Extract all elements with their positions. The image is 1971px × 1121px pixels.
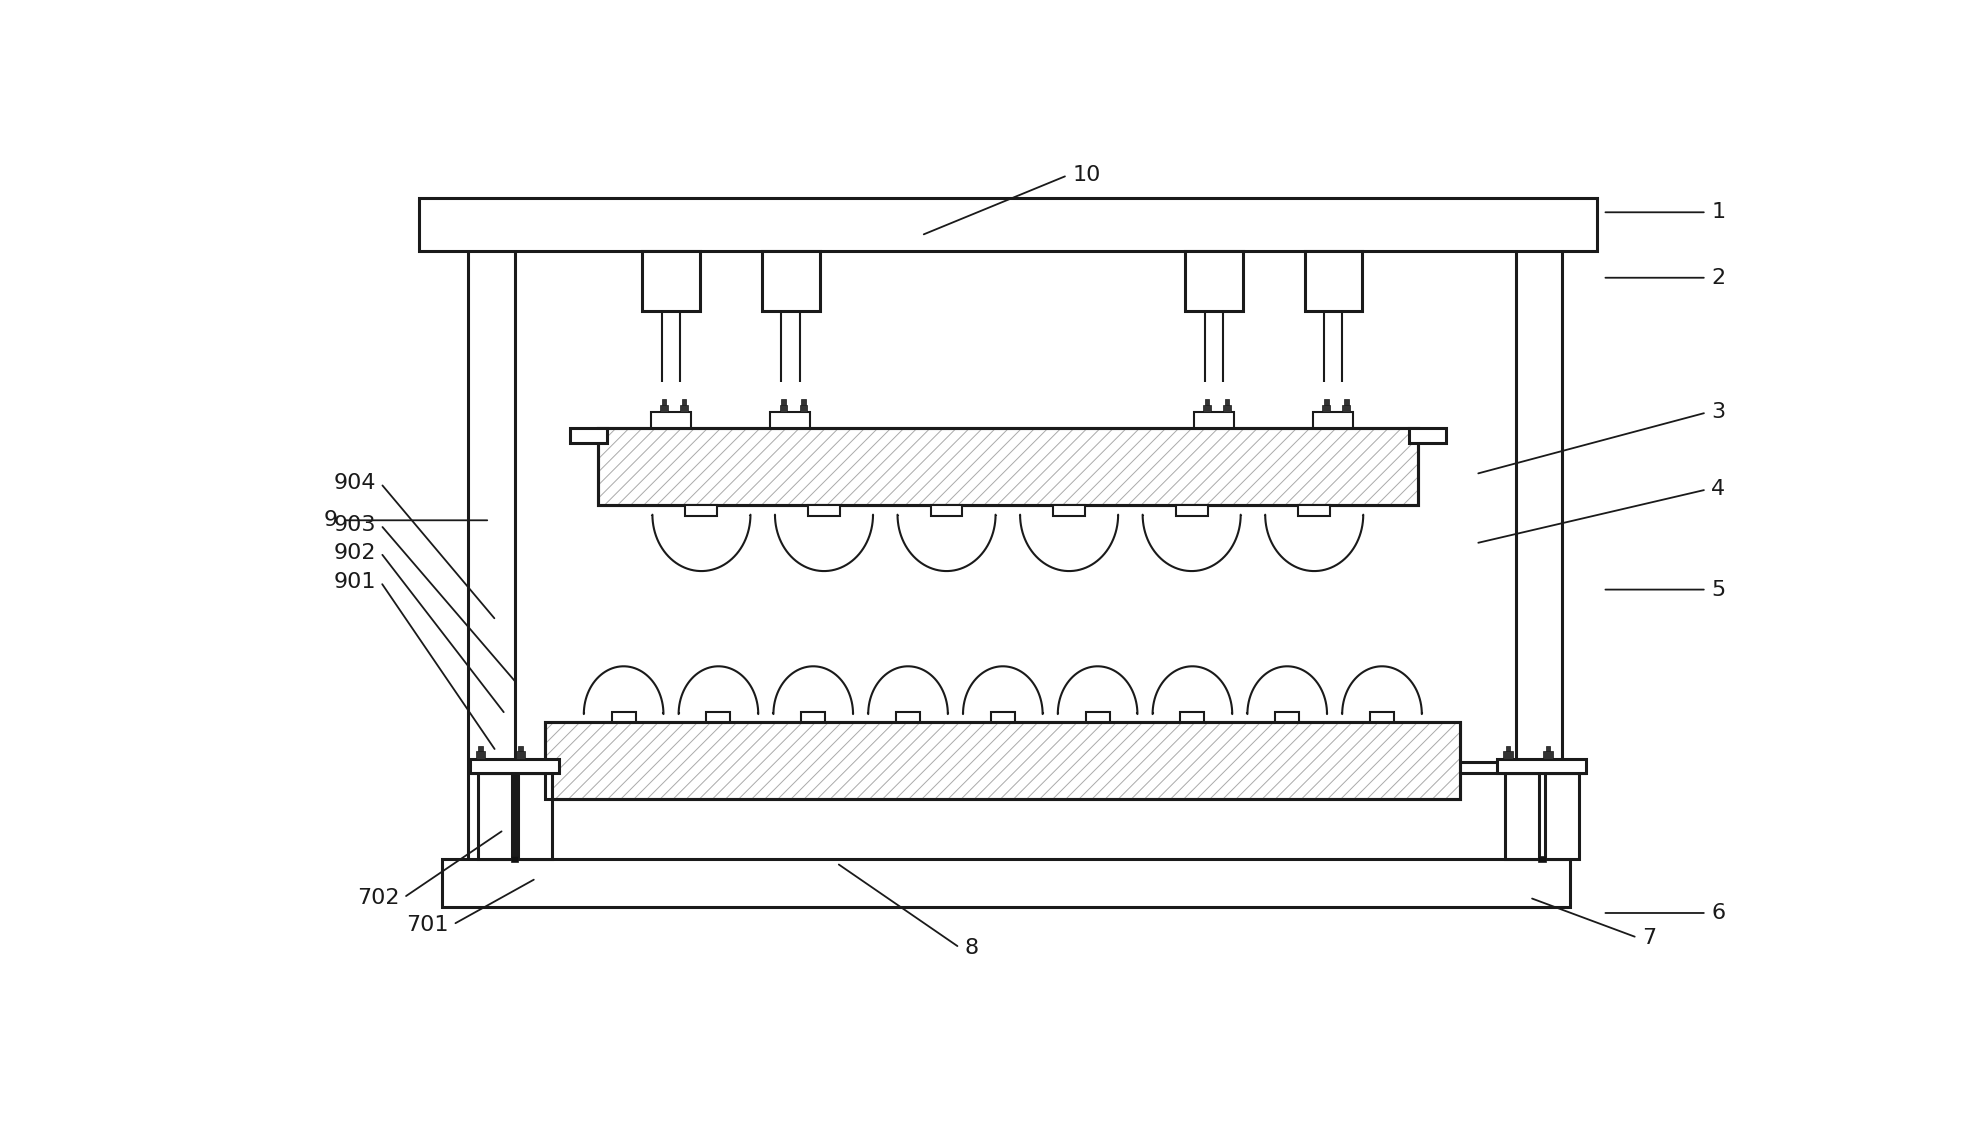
Bar — [518, 772, 552, 859]
Text: 901: 901 — [333, 572, 376, 592]
Bar — [516, 751, 526, 759]
Bar — [1409, 428, 1445, 443]
Bar — [763, 251, 820, 311]
Bar — [1370, 712, 1393, 722]
Bar — [1185, 251, 1244, 311]
Bar — [1194, 413, 1234, 428]
Bar — [1545, 745, 1551, 751]
Bar — [800, 399, 806, 405]
Bar — [597, 428, 1417, 504]
Bar — [1506, 745, 1510, 751]
Bar — [650, 413, 692, 428]
Bar — [546, 722, 1461, 799]
Bar — [706, 712, 731, 722]
Text: 6: 6 — [1711, 904, 1725, 923]
Bar — [1202, 405, 1210, 413]
Bar — [779, 405, 786, 413]
Bar — [479, 745, 483, 751]
Text: 702: 702 — [357, 888, 400, 908]
Text: 9: 9 — [323, 510, 337, 530]
Bar — [1543, 751, 1553, 759]
Bar — [781, 399, 786, 405]
Bar — [1177, 504, 1208, 516]
Bar — [570, 428, 607, 443]
Bar — [469, 759, 560, 772]
Bar — [1053, 504, 1086, 516]
Text: 2: 2 — [1711, 268, 1725, 288]
Bar — [930, 504, 962, 516]
Text: 5: 5 — [1711, 580, 1725, 600]
Bar — [510, 856, 518, 862]
Bar — [1275, 712, 1299, 722]
Bar — [1344, 399, 1348, 405]
Bar — [1323, 405, 1330, 413]
Bar — [1506, 772, 1539, 859]
Bar — [1325, 399, 1328, 405]
Bar — [1504, 751, 1512, 759]
Bar — [643, 251, 700, 311]
Bar — [518, 745, 522, 751]
Bar — [802, 712, 826, 722]
Text: 8: 8 — [964, 937, 978, 957]
Bar — [546, 722, 1461, 799]
Bar — [420, 198, 1597, 251]
Bar — [771, 413, 810, 428]
Bar — [477, 772, 512, 859]
Bar — [682, 399, 686, 405]
Text: 3: 3 — [1711, 402, 1725, 423]
Bar — [1204, 399, 1208, 405]
Bar — [808, 504, 840, 516]
Text: 7: 7 — [1642, 928, 1656, 947]
Text: 701: 701 — [406, 915, 449, 935]
Text: 902: 902 — [333, 543, 376, 563]
Bar — [991, 712, 1015, 722]
Bar — [686, 504, 717, 516]
Bar — [1305, 251, 1362, 311]
Text: 10: 10 — [1072, 165, 1100, 185]
Bar — [1181, 712, 1204, 722]
Bar — [1545, 772, 1579, 859]
Bar — [662, 399, 666, 405]
Bar — [1224, 399, 1230, 405]
Bar — [680, 405, 688, 413]
Bar — [1498, 759, 1587, 772]
Bar — [1224, 405, 1230, 413]
Text: 1: 1 — [1711, 202, 1725, 222]
Bar — [611, 712, 635, 722]
Bar — [800, 405, 808, 413]
Bar — [1313, 413, 1354, 428]
Bar — [442, 859, 1571, 907]
Bar — [1299, 504, 1330, 516]
Bar — [660, 405, 668, 413]
Bar — [597, 428, 1417, 504]
Bar — [1342, 405, 1350, 413]
Bar — [1537, 856, 1545, 862]
Bar — [1086, 712, 1110, 722]
Text: 903: 903 — [333, 515, 376, 535]
Text: 4: 4 — [1711, 480, 1725, 500]
Text: 904: 904 — [333, 473, 376, 493]
Bar — [897, 712, 920, 722]
Bar — [477, 751, 485, 759]
